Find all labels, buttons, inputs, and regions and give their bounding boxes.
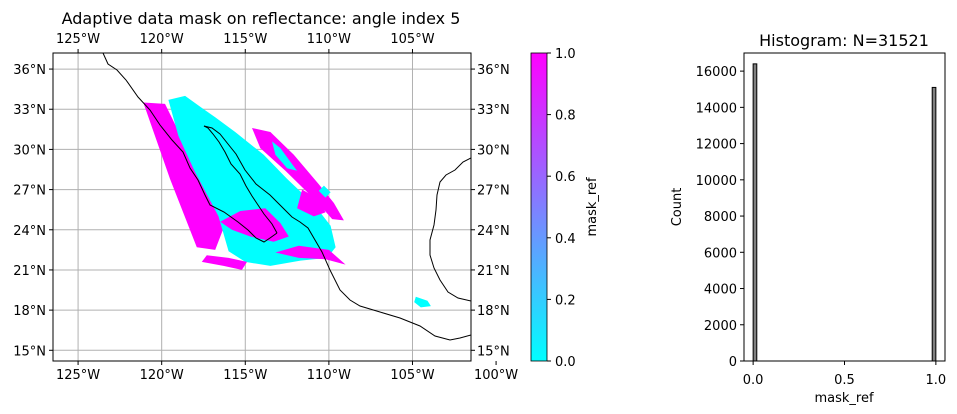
colorbar-tick-label-5: 1.0	[555, 47, 576, 62]
histogram-xtick-label-0: 0.0	[743, 373, 764, 388]
map-ytick-right-label-0: 15°N	[477, 344, 510, 359]
map-xtick-bottom-label-3: 110°W	[307, 368, 351, 383]
histogram-xtick-label-2: 1.0	[926, 373, 947, 388]
colorbar	[530, 52, 548, 362]
colorbar-label: mask_ref	[585, 177, 600, 236]
histogram-bars	[752, 63, 937, 362]
coastline	[102, 53, 471, 341]
mask-region-3	[297, 189, 326, 217]
mask-region-2	[220, 208, 289, 242]
histogram-ytick-label-7: 14000	[696, 101, 737, 116]
map-ytick-right-label-6: 33°N	[477, 103, 510, 118]
mask-region-0	[143, 102, 229, 250]
map-ytick-left-label-5: 30°N	[13, 143, 46, 158]
histogram-title: Histogram: N=31521	[759, 31, 929, 50]
histogram-ytick-label-5: 10000	[696, 174, 737, 189]
mask-region-9	[414, 296, 431, 308]
histogram-x-label: mask_ref	[814, 391, 873, 406]
colorbar-ticks: 0.0 0.2 0.4 0.6 0.8 1.0	[547, 47, 576, 370]
histogram-y-label: Count	[670, 188, 685, 227]
map-axes-frame	[52, 52, 472, 362]
map-ytick-right-label-3: 24°N	[477, 224, 510, 239]
mask-region-6	[318, 185, 331, 198]
histogram-y-ticks: 0 2000 4000 6000 8000 10000 12000 14000 16000	[696, 65, 744, 370]
map-xtick-top-label-0: 125°W	[56, 32, 100, 47]
map-ytick-right-label-2: 21°N	[477, 264, 510, 279]
map-ytick-left-label-1: 18°N	[13, 304, 46, 319]
histogram-axes-frame	[743, 52, 946, 362]
histogram-x-ticks: 0.0 0.5 1.0	[743, 361, 946, 388]
colorbar-tick-label-4: 0.8	[555, 109, 576, 124]
histogram-bar-0	[752, 63, 758, 362]
map-x-ticks-bottom: 125°W 120°W 115°W 110°W 105°W 100°W	[56, 361, 518, 383]
colorbar-tick-label-0: 0.0	[555, 355, 576, 370]
map-x-ticks-top: 125°W 120°W 115°W 110°W 105°W	[56, 32, 435, 53]
map-xtick-bottom-label-0: 125°W	[56, 368, 100, 383]
map-ytick-left-label-2: 21°N	[13, 264, 46, 279]
map-ytick-right-label-7: 36°N	[477, 63, 510, 78]
coastline-gulf-of-mexico	[429, 157, 471, 302]
map-ytick-left-label-6: 33°N	[13, 103, 46, 118]
map-title: Adaptive data mask on reflectance: angle…	[62, 9, 461, 28]
histogram-ytick-label-3: 6000	[704, 246, 737, 261]
map-xtick-top-label-1: 120°W	[140, 32, 184, 47]
map-gridlines	[53, 53, 471, 361]
coastline-mainland	[203, 125, 471, 341]
map-ytick-left-label-0: 15°N	[13, 344, 46, 359]
map-y-ticks-left: 15°N 18°N 21°N 24°N 27°N 30°N 33°N 36°N	[13, 63, 53, 359]
histogram-ytick-label-0: 0	[729, 355, 737, 370]
histogram-ytick-label-8: 16000	[696, 65, 737, 80]
histogram-ytick-label-4: 8000	[704, 210, 737, 225]
mask-region-8	[275, 245, 346, 265]
mask-region-5	[272, 141, 298, 171]
map-ytick-right-label-4: 27°N	[477, 184, 510, 199]
coastline-baja-west	[102, 53, 278, 243]
histogram-xtick-label-1: 0.5	[834, 373, 855, 388]
map-y-ticks-right: 15°N 18°N 21°N 24°N 27°N 30°N 33°N 36°N	[471, 63, 510, 359]
colorbar-tick-label-2: 0.4	[555, 232, 576, 247]
histogram-ytick-label-2: 4000	[704, 283, 737, 298]
map-xtick-bottom-label-4: 105°W	[390, 368, 434, 383]
map-ytick-right-label-5: 30°N	[477, 143, 510, 158]
map-xtick-top-label-3: 110°W	[307, 32, 351, 47]
mask-region-7	[201, 255, 247, 270]
colorbar-tick-label-1: 0.2	[555, 293, 576, 308]
mask-region-1	[168, 95, 336, 266]
map-xtick-top-label-4: 105°W	[390, 32, 434, 47]
map-xtick-bottom-label-1: 120°W	[140, 368, 184, 383]
map-xtick-bottom-label-2: 115°W	[223, 368, 267, 383]
colorbar-tick-label-3: 0.6	[555, 170, 576, 185]
map-ytick-left-label-3: 24°N	[13, 224, 46, 239]
map-ytick-left-label-7: 36°N	[13, 63, 46, 78]
coastline-baja-gulf	[203, 125, 278, 234]
histogram-bar-1	[931, 86, 937, 362]
histogram-ytick-label-6: 12000	[696, 138, 737, 153]
map-xtick-bottom-label-5: 100°W	[474, 368, 518, 383]
histogram-ytick-label-1: 2000	[704, 319, 737, 334]
map-ytick-left-label-4: 27°N	[13, 184, 46, 199]
mask-regions	[143, 95, 431, 308]
map-xtick-top-label-2: 115°W	[223, 32, 267, 47]
map-ytick-right-label-1: 18°N	[477, 304, 510, 319]
